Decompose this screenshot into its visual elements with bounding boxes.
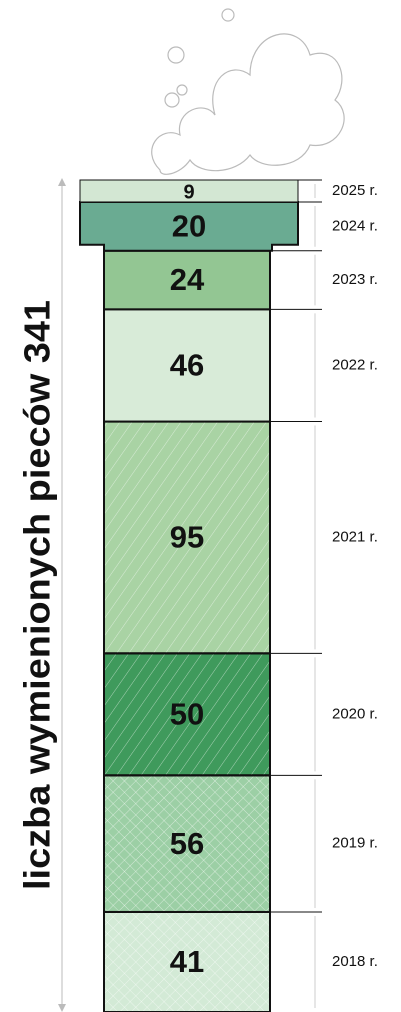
value-label: 56	[170, 826, 204, 861]
hatch	[104, 421, 270, 654]
category-label: 2019 r.	[332, 835, 378, 852]
value-label: 9	[183, 181, 194, 203]
category-label: 2021 r.	[332, 528, 378, 545]
value-label: 50	[170, 697, 204, 732]
chimney-segment	[79, 179, 299, 203]
value-label: 95	[170, 520, 204, 555]
value-label: 41	[170, 944, 204, 979]
category-label: 2025 r.	[332, 182, 378, 199]
category-label: 2020 r.	[332, 705, 378, 722]
value-label: 24	[170, 262, 205, 297]
hatch	[104, 911, 270, 1012]
total-dimension	[58, 178, 66, 1012]
category-label: 2022 r.	[332, 356, 378, 373]
hatch	[104, 775, 270, 912]
hatch	[104, 653, 270, 776]
value-label: 20	[172, 209, 206, 244]
category-label: 2024 r.	[332, 217, 378, 234]
chart-title: liczba wymienionych pieców 341	[17, 300, 58, 890]
chimney-segment	[103, 249, 271, 311]
chimney-segment	[103, 308, 271, 423]
smoke	[151, 8, 345, 175]
category-label: 2018 r.	[332, 953, 378, 970]
category-label: 2023 r.	[332, 271, 378, 288]
value-label: 46	[170, 348, 204, 383]
chimney-segment	[79, 200, 299, 252]
